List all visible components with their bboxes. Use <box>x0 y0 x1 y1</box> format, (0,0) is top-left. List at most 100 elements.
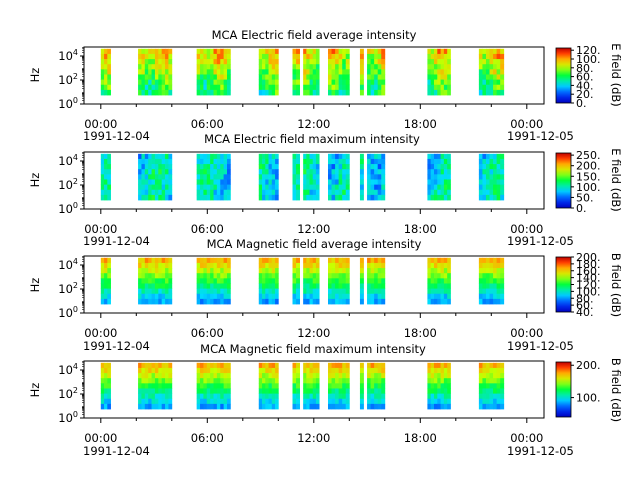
spectrogram-cell <box>328 48 332 55</box>
spectrogram-cell <box>489 53 494 60</box>
spectrogram-cell <box>437 79 441 86</box>
spectrogram-cell <box>370 89 375 96</box>
spectrogram-cell <box>296 194 300 201</box>
spectrogram-cell <box>485 158 490 165</box>
spectrogram-cell <box>138 278 142 284</box>
spectrogram-cell <box>200 283 204 289</box>
spectrogram-cell <box>496 367 501 374</box>
spectrogram-cell <box>345 189 350 196</box>
spectrogram-cell <box>381 74 386 80</box>
spectrogram-cell <box>216 273 221 279</box>
spectrogram-cell <box>478 393 483 400</box>
spectrogram-cell <box>144 378 149 384</box>
spectrogram-cell <box>338 278 343 284</box>
spectrogram-cell <box>443 53 448 60</box>
spectrogram-cell <box>381 367 386 374</box>
spectrogram-cell <box>227 179 231 185</box>
spectrogram-cell <box>309 273 314 279</box>
spectrogram-cell <box>138 362 142 369</box>
spectrogram-cell <box>292 378 297 384</box>
spectrogram-cell <box>440 393 445 400</box>
spectrogram-cell <box>437 164 441 170</box>
spectrogram-cell <box>258 194 263 201</box>
spectrogram-cell <box>312 298 317 305</box>
spectrogram-cell <box>296 69 300 75</box>
spectrogram-cell <box>216 164 221 170</box>
spectrogram-cell <box>151 268 156 274</box>
spectrogram-cell <box>309 89 314 96</box>
spectrogram-cell <box>262 189 266 196</box>
colorbar-tick-label: 40. <box>576 306 594 319</box>
spectrogram-cell <box>493 64 498 70</box>
spectrogram-cell <box>138 164 142 170</box>
spectrogram-cell <box>338 367 343 374</box>
spectrogram-cell <box>275 59 279 65</box>
spectrogram-cell <box>303 388 307 394</box>
spectrogram-cell <box>161 273 166 279</box>
spectrogram-cell <box>220 398 225 405</box>
y-tick-exponent: 0 <box>73 410 78 419</box>
spectrogram-cell <box>107 174 111 180</box>
spectrogram-cell <box>168 378 173 384</box>
spectrogram-cell <box>338 84 343 91</box>
spectrogram-cell <box>493 84 498 91</box>
spectrogram-cell <box>268 268 273 274</box>
spectrogram-cell <box>303 278 307 284</box>
spectrogram-cell <box>381 262 386 269</box>
spectrogram-cell <box>158 164 163 170</box>
spectrogram-cell <box>161 89 166 96</box>
spectrogram-cell <box>100 74 105 80</box>
spectrogram-cell <box>100 53 105 60</box>
spectrogram-cell <box>482 174 487 180</box>
spectrogram-cell <box>268 64 273 70</box>
spectrogram-cell <box>381 69 386 75</box>
spectrogram-cell <box>370 393 375 400</box>
spectrogram-cell <box>315 189 320 196</box>
spectrogram-cell <box>328 393 332 400</box>
spectrogram-cell <box>216 53 221 60</box>
spectrogram-cell <box>482 283 487 289</box>
spectrogram-cell <box>154 273 159 279</box>
y-tick-exponent: 0 <box>73 305 78 314</box>
spectrogram-cell <box>303 84 307 91</box>
spectrogram-cell <box>478 278 483 284</box>
spectrogram-cell <box>374 283 379 289</box>
spectrogram-cell <box>161 64 166 70</box>
spectrogram-cell <box>447 84 451 91</box>
spectrogram-cell <box>485 184 490 191</box>
spectrogram-cell <box>430 48 435 55</box>
spectrogram-cell <box>265 48 269 55</box>
spectrogram-cell <box>303 367 307 374</box>
spectrogram-cell <box>342 378 347 384</box>
spectrogram-cell <box>430 378 435 384</box>
spectrogram-cell <box>148 194 152 201</box>
spectrogram-cell <box>154 403 159 410</box>
spectrogram-cell <box>493 398 498 405</box>
spectrogram-cell <box>151 158 156 165</box>
spectrogram-cell <box>151 179 156 185</box>
spectrogram-cell <box>500 298 505 305</box>
spectrogram-cell <box>148 179 152 185</box>
spectrogram-cell <box>151 262 156 269</box>
spectrogram-cell <box>210 393 214 400</box>
spectrogram-cell <box>443 69 448 75</box>
spectrogram-cell <box>100 283 105 289</box>
spectrogram-cell <box>427 403 432 410</box>
spectrogram-cell <box>335 169 340 175</box>
spectrogram-cell <box>227 403 231 410</box>
spectrogram-cell <box>223 373 228 379</box>
spectrogram-cell <box>312 194 317 201</box>
spectrogram-cell <box>275 393 279 400</box>
spectrogram-cell <box>107 153 111 160</box>
spectrogram-cell <box>206 164 211 170</box>
spectrogram-cell <box>335 278 340 284</box>
spectrogram-cell <box>161 362 166 369</box>
spectrogram-cell <box>482 59 487 65</box>
spectrogram-cell <box>200 378 204 384</box>
spectrogram-cell <box>227 257 231 264</box>
spectrogram-cell <box>447 273 451 279</box>
spectrogram-cell <box>268 367 273 374</box>
spectrogram-cell <box>271 403 276 410</box>
spectrogram-cell <box>275 84 279 91</box>
spectrogram-cell <box>309 288 314 295</box>
